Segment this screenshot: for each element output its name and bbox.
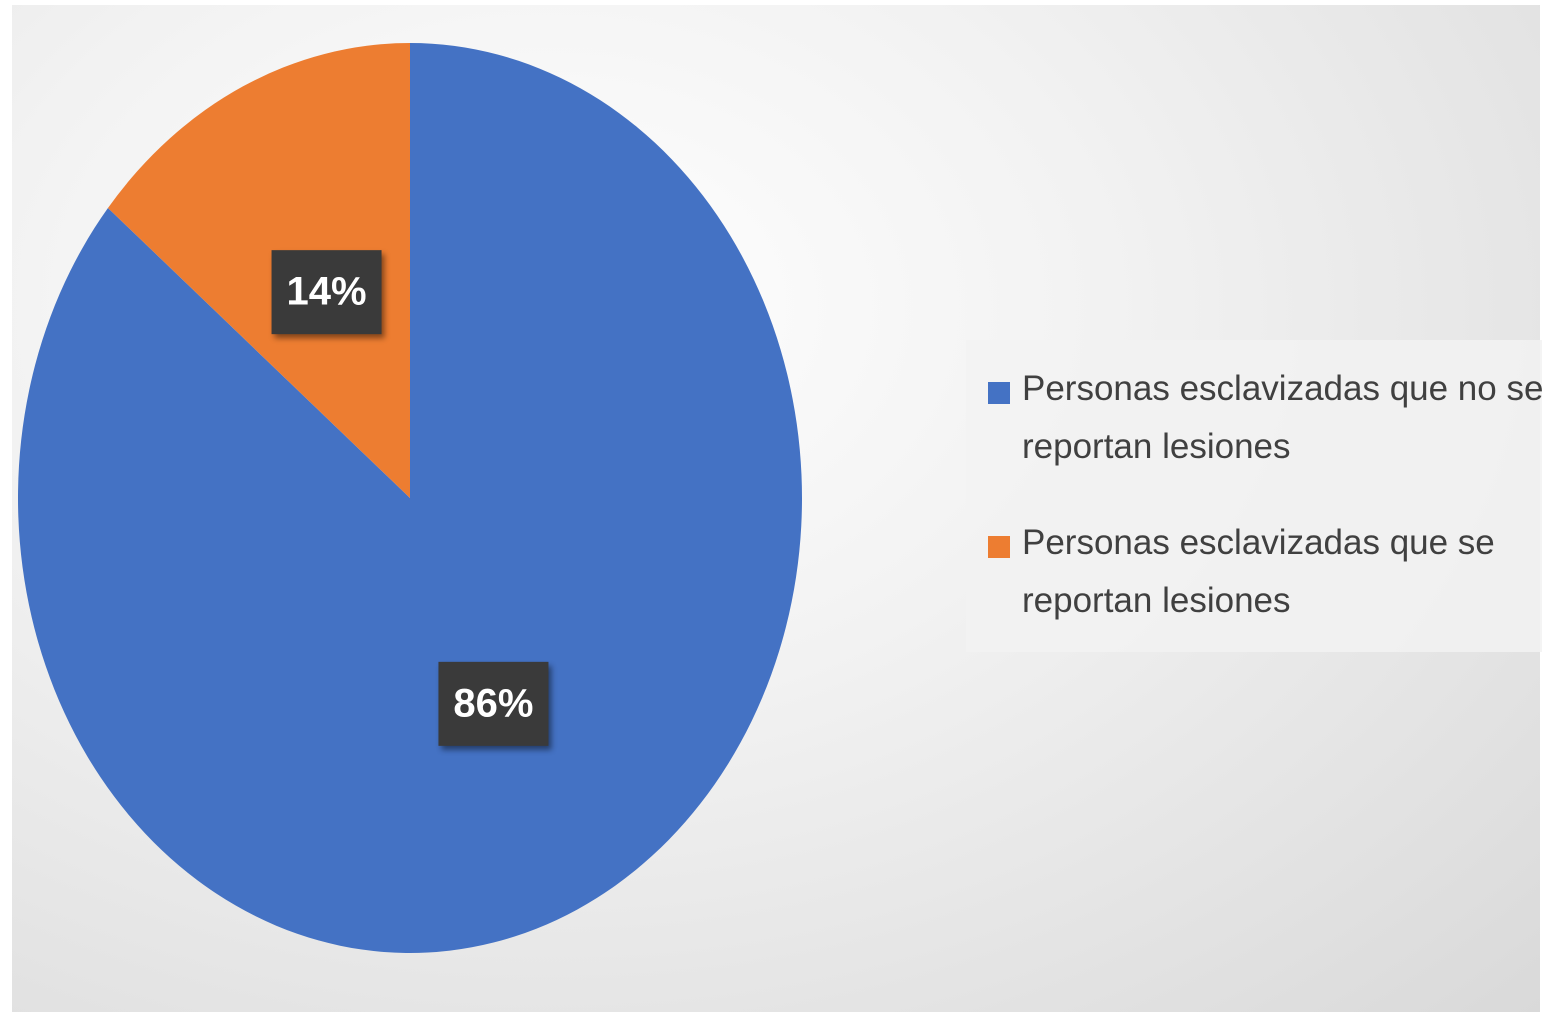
legend-label: Personas esclavizadas que se reportan le… xyxy=(1022,523,1495,620)
data-label-group: 14% xyxy=(271,250,382,335)
legend-item: Personas esclavizadas que se reportan le… xyxy=(988,514,1542,630)
legend-item: Personas esclavizadas que no se reportan… xyxy=(988,360,1542,476)
legend-swatch xyxy=(988,536,1010,558)
data-label-box xyxy=(271,250,382,335)
data-label-box xyxy=(438,661,549,746)
pie-slice xyxy=(17,43,802,953)
legend: Personas esclavizadas que no se reportan… xyxy=(966,340,1542,652)
data-label: 86% xyxy=(453,681,533,725)
data-label-group: 86% xyxy=(438,661,549,746)
pie-slice xyxy=(107,43,411,498)
data-label: 14% xyxy=(287,270,367,314)
legend-label: Personas esclavizadas que no se reportan… xyxy=(1022,369,1542,466)
legend-swatch xyxy=(988,382,1010,404)
